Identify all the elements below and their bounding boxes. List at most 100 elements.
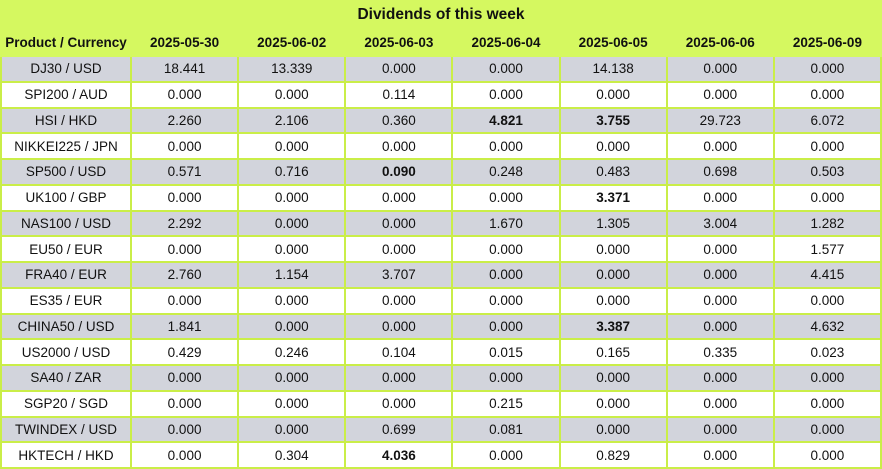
value-cell: 0.429 (129, 338, 240, 366)
value-cell: 4.632 (772, 312, 882, 341)
value-cell: 0.000 (665, 261, 775, 289)
product-cell: UK100 / GBP (0, 183, 132, 212)
value-cell: 0.015 (451, 338, 561, 366)
value-cell: 29.723 (665, 106, 775, 135)
value-cell: 3.755 (558, 106, 668, 135)
column-header-date: 2025-06-04 (451, 28, 561, 57)
table-row: CHINA50 / USD 1.841 0.000 0.000 0.000 3.387 0.… (0, 312, 882, 341)
value-cell: 0.000 (665, 286, 775, 315)
value-cell: 0.000 (451, 55, 561, 83)
value-cell: 0.000 (772, 286, 882, 315)
value-cell: 0.081 (451, 415, 561, 444)
table-row: DJ30 / USD 18.441 13.339 0.000 0.000 14.138 0.… (0, 55, 882, 83)
value-cell: 0.000 (129, 80, 240, 109)
value-cell: 0.000 (344, 132, 454, 160)
page-title: Dividends of this week (0, 0, 882, 30)
value-cell: 1.154 (237, 261, 347, 289)
value-cell: 0.000 (129, 441, 240, 469)
value-cell: 0.571 (129, 158, 240, 186)
value-cell: 0.829 (558, 441, 668, 469)
value-cell: 0.000 (237, 364, 347, 392)
value-cell: 0.000 (237, 415, 347, 444)
value-cell: 0.023 (772, 338, 882, 366)
value-cell: 0.000 (665, 183, 775, 212)
value-cell: 6.072 (772, 106, 882, 135)
value-cell: 0.000 (558, 235, 668, 263)
value-cell: 0.000 (129, 389, 240, 418)
value-cell: 3.707 (344, 261, 454, 289)
value-cell: 0.104 (344, 338, 454, 366)
value-cell: 3.371 (558, 183, 668, 212)
table-row: SGP20 / SGD 0.000 0.000 0.000 0.215 0.000 0.00… (0, 389, 882, 418)
value-cell: 0.335 (665, 338, 775, 366)
value-cell: 0.000 (772, 55, 882, 83)
value-cell: 1.670 (451, 209, 561, 238)
value-cell: 0.000 (665, 235, 775, 263)
product-cell: NAS100 / USD (0, 209, 132, 238)
value-cell: 0.000 (772, 183, 882, 212)
value-cell: 0.215 (451, 389, 561, 418)
value-cell: 0.000 (344, 55, 454, 83)
value-cell: 0.000 (237, 389, 347, 418)
value-cell: 0.699 (344, 415, 454, 444)
table-row: NAS100 / USD 2.292 0.000 0.000 1.670 1.305 3.0… (0, 209, 882, 238)
table-row: ES35 / EUR 0.000 0.000 0.000 0.000 0.000 0.000… (0, 286, 882, 315)
value-cell: 0.000 (237, 312, 347, 341)
product-cell: HKTECH / HKD (0, 441, 132, 469)
table-row: EU50 / EUR 0.000 0.000 0.000 0.000 0.000 0.000… (0, 235, 882, 263)
value-cell: 0.000 (451, 286, 561, 315)
column-header-date: 2025-06-06 (665, 28, 775, 57)
value-cell: 0.000 (772, 364, 882, 392)
table-row: FRA40 / EUR 2.760 1.154 3.707 0.000 0.000 0.00… (0, 261, 882, 289)
value-cell: 0.000 (237, 132, 347, 160)
value-cell: 2.292 (129, 209, 240, 238)
value-cell: 0.000 (237, 235, 347, 263)
value-cell: 0.000 (451, 80, 561, 109)
value-cell: 0.000 (344, 364, 454, 392)
value-cell: 0.165 (558, 338, 668, 366)
value-cell: 0.000 (451, 312, 561, 341)
value-cell: 3.004 (665, 209, 775, 238)
product-cell: ES35 / EUR (0, 286, 132, 315)
value-cell: 0.000 (129, 415, 240, 444)
value-cell: 0.000 (772, 415, 882, 444)
value-cell: 14.138 (558, 55, 668, 83)
value-cell: 0.000 (665, 415, 775, 444)
value-cell: 0.000 (451, 261, 561, 289)
column-header-date: 2025-06-05 (558, 28, 668, 57)
value-cell: 0.000 (665, 312, 775, 341)
value-cell: 0.000 (558, 389, 668, 418)
value-cell: 0.503 (772, 158, 882, 186)
value-cell: 0.000 (558, 364, 668, 392)
value-cell: 0.000 (665, 389, 775, 418)
value-cell: 4.415 (772, 261, 882, 289)
value-cell: 1.577 (772, 235, 882, 263)
value-cell: 2.760 (129, 261, 240, 289)
table-row: NIKKEI225 / JPN 0.000 0.000 0.000 0.000 0.000… (0, 132, 882, 160)
product-cell: TWINDEX / USD (0, 415, 132, 444)
value-cell: 0.000 (665, 55, 775, 83)
column-header-date: 2025-06-03 (344, 28, 454, 57)
value-cell: 0.000 (772, 132, 882, 160)
value-cell: 0.483 (558, 158, 668, 186)
value-cell: 0.000 (237, 183, 347, 212)
table-header-row: Product / Currency 2025-05-30 2025-06-02 2… (0, 28, 882, 57)
product-cell: SPI200 / AUD (0, 80, 132, 109)
value-cell: 0.000 (558, 286, 668, 315)
product-cell: HSI / HKD (0, 106, 132, 135)
value-cell: 0.000 (451, 364, 561, 392)
value-cell: 0.360 (344, 106, 454, 135)
table-row: UK100 / GBP 0.000 0.000 0.000 0.000 3.371 0.00… (0, 183, 882, 212)
value-cell: 0.000 (237, 286, 347, 315)
product-cell: DJ30 / USD (0, 55, 132, 83)
value-cell: 0.000 (237, 80, 347, 109)
value-cell: 0.000 (451, 183, 561, 212)
value-cell: 0.000 (558, 132, 668, 160)
product-cell: EU50 / EUR (0, 235, 132, 263)
value-cell: 0.000 (129, 235, 240, 263)
value-cell: 0.000 (344, 209, 454, 238)
value-cell: 0.716 (237, 158, 347, 186)
value-cell: 0.000 (344, 286, 454, 315)
value-cell: 2.260 (129, 106, 240, 135)
